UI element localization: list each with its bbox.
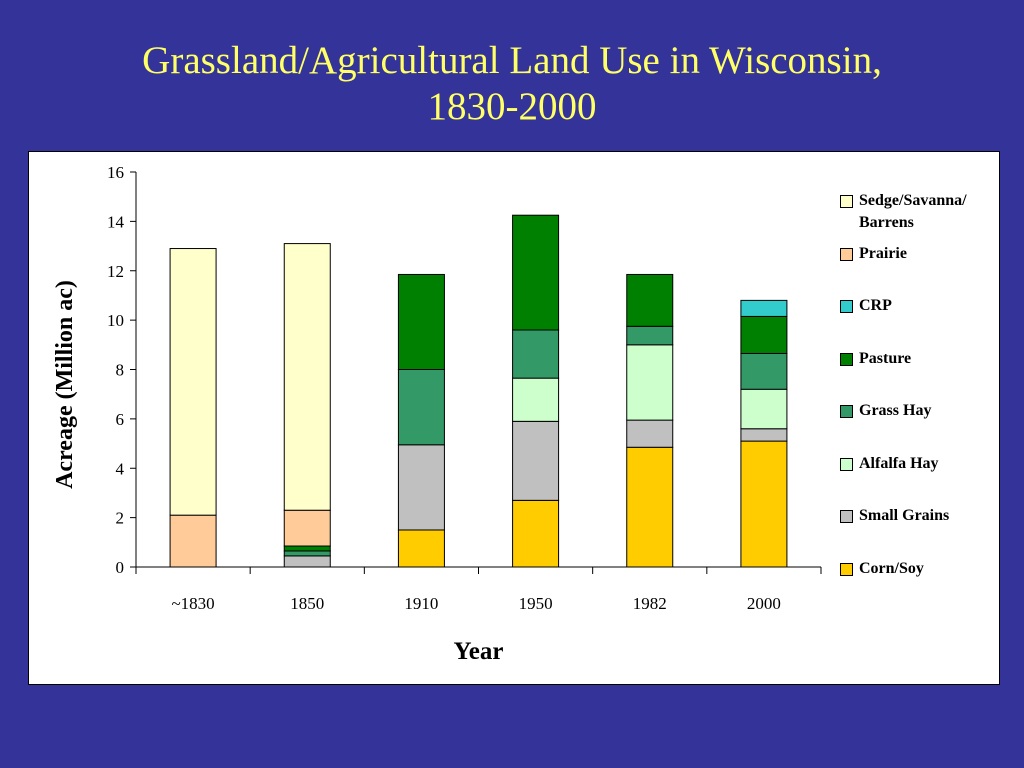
legend-label-line: Prairie: [859, 244, 907, 262]
x-tick-label: 1910: [404, 594, 438, 613]
bar-corn-soy-3: [512, 499, 560, 568]
bar-grass-hay-4: [626, 325, 674, 346]
x-tick-label: 1950: [519, 594, 553, 613]
legend-swatch: [840, 405, 853, 418]
bar-corn-soy-4: [626, 446, 674, 568]
bar-small-grains-1: [283, 555, 331, 568]
y-tick-label: 0: [116, 558, 125, 577]
legend-label: Alfalfa Hay: [859, 453, 1000, 475]
bar-grass-hay-2: [397, 369, 445, 446]
legend-item: Grass Hay: [840, 400, 1000, 422]
bar-pasture-5: [740, 315, 788, 354]
y-tick-label: 4: [116, 459, 125, 478]
bar-prairie-0: [169, 514, 217, 568]
bar-small-grains-5: [740, 428, 788, 442]
legend-label-line: Small Grains: [859, 507, 950, 524]
bar-corn-soy-5: [740, 440, 788, 568]
legend-label: Corn/Soy: [859, 558, 1000, 580]
bar-pasture-4: [626, 273, 674, 327]
legend-item: Prairie: [840, 243, 1000, 265]
y-tick-label: 14: [107, 212, 125, 231]
legend-swatch: [840, 300, 853, 313]
legend-item: Pasture: [840, 348, 1000, 370]
legend-label: Prairie: [859, 243, 1000, 265]
legend-label-line: Barrens: [859, 214, 914, 231]
legend-label: CRP: [859, 295, 1000, 317]
bar-prairie-1: [283, 509, 331, 547]
bar-sedge-savanna-barrens-0: [169, 248, 217, 516]
bar-grass-hay-1: [283, 550, 331, 557]
bar-grass-hay-3: [512, 329, 560, 379]
legend-item: Alfalfa Hay: [840, 453, 1000, 475]
x-tick-label: ~1830: [171, 594, 214, 613]
bar-pasture-3: [512, 214, 560, 331]
x-tick-label: 2000: [747, 594, 781, 613]
legend-label-line: CRP: [859, 297, 892, 314]
legend-item: Small Grains: [840, 505, 1000, 527]
bar-alfalfa-hay-3: [512, 377, 560, 422]
bar-small-grains-4: [626, 419, 674, 448]
legend-label-line: Pasture: [859, 349, 912, 367]
bar-alfalfa-hay-4: [626, 344, 674, 421]
legend-label: Grass Hay: [859, 400, 1000, 422]
y-tick-label: 2: [116, 509, 125, 528]
legend-swatch: [840, 352, 853, 366]
bar-sedge-savanna-barrens-1: [283, 243, 331, 511]
legend-swatch: [840, 457, 853, 471]
stacked-bar-chart: 0 2 4 6 8 10 12 14 16 ~1830 1850 1910 1950 1982 2000 Ye…: [52, 163, 822, 665]
y-tick-label: 12: [107, 262, 124, 281]
legend-label-line: Corn/Soy: [859, 559, 924, 577]
y-tick-label: 10: [107, 311, 124, 330]
bar-crp-5: [740, 299, 788, 317]
y-axis-title: Acreage (Million ac): [52, 280, 78, 489]
legend-swatch: [840, 562, 853, 576]
legend-label: Sedge/Savanna/Barrens: [859, 190, 1000, 234]
legend-swatch: [840, 510, 853, 523]
legend-item: Corn/Soy: [840, 558, 1000, 580]
bar-pasture-2: [397, 273, 445, 370]
bar-small-grains-2: [397, 444, 445, 531]
bar-grass-hay-5: [740, 352, 788, 390]
legend-label-line: Grass Hay: [859, 402, 932, 419]
legend-label: Pasture: [859, 348, 1000, 370]
bar-pasture-1: [283, 545, 331, 552]
y-tick-label: 6: [116, 410, 125, 429]
legend-label: Small Grains: [859, 505, 1000, 527]
legend-item: Sedge/Savanna/Barrens: [840, 190, 1000, 234]
legend-item: CRP: [840, 295, 1000, 317]
slide-title: Grassland/Agricultural Land Use in Wisco…: [0, 38, 1024, 130]
legend-label-line: Alfalfa Hay: [859, 454, 939, 472]
legend-swatch: [840, 247, 853, 261]
legend-swatch: [840, 195, 853, 208]
legend-label-line: Sedge/Savanna/: [859, 192, 967, 209]
x-tick-label: 1850: [290, 594, 324, 613]
y-tick-label: 16: [107, 163, 124, 182]
bar-alfalfa-hay-5: [740, 388, 788, 430]
x-tick-label: 1982: [633, 594, 667, 613]
slide-title-line-1: Grassland/Agricultural Land Use in Wisco…: [142, 39, 882, 82]
chart-panel: 0 2 4 6 8 10 12 14 16 ~1830 1850 1910 1950 1982 2000 Ye…: [28, 151, 1000, 685]
y-tick-label: 8: [116, 361, 125, 380]
bar-corn-soy-2: [397, 529, 445, 568]
bar-small-grains-3: [512, 420, 560, 501]
slide-title-line-2: 1830-2000: [427, 85, 597, 128]
x-axis-title: Year: [454, 638, 504, 665]
